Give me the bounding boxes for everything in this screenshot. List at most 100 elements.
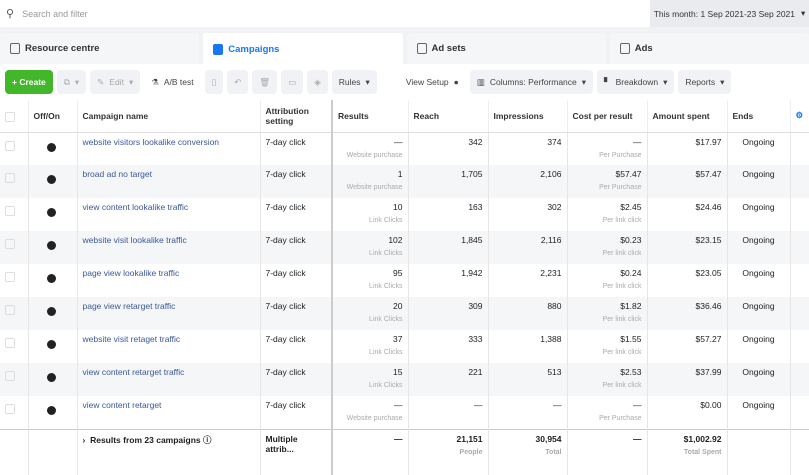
tab-campaigns[interactable]: Campaigns <box>203 33 403 66</box>
info-icon[interactable]: ⓘ <box>203 434 212 445</box>
results-type: Website purchase <box>346 415 403 422</box>
rules-button[interactable]: Rules ▾ <box>331 70 377 94</box>
table-row[interactable]: website visit retaget traffic 7-day clic… <box>0 330 809 363</box>
select-all-checkbox[interactable] <box>0 100 29 133</box>
results-type: Link Clicks <box>369 283 403 290</box>
column-settings-icon[interactable]: ⚙ <box>790 100 809 133</box>
on-off-toggle[interactable] <box>28 198 78 231</box>
breakdown-button[interactable]: ▘ Breakdown ▾ <box>597 70 675 94</box>
col-results[interactable]: Results <box>332 100 409 133</box>
table-row[interactable]: view content retarget traffic 7-day clic… <box>0 363 809 396</box>
ends-cell: Ongoing <box>727 264 791 297</box>
col-attribution[interactable]: Attribution setting <box>260 100 333 133</box>
duplicate-button[interactable]: ⧉ ▾ <box>56 70 87 94</box>
tag-icon: ◈ <box>314 76 321 87</box>
undo-button[interactable]: ↶ <box>227 70 249 94</box>
on-off-toggle[interactable] <box>28 396 78 429</box>
clipboard-icon <box>10 43 20 54</box>
tag-button[interactable]: ◈ <box>307 70 328 94</box>
row-checkbox[interactable] <box>0 396 29 429</box>
campaign-name-link[interactable]: broad ad no target <box>82 169 152 179</box>
edit-button[interactable]: ✎ Edit ▾ <box>90 70 141 94</box>
on-off-toggle[interactable] <box>28 363 78 396</box>
row-checkbox[interactable] <box>0 330 29 363</box>
search-input[interactable]: Search and filter <box>22 8 88 19</box>
reports-label: Reports <box>685 77 716 87</box>
row-checkbox[interactable] <box>0 165 29 198</box>
ab-test-button[interactable]: ⚗ A/B test <box>144 70 201 94</box>
create-button[interactable]: + Create <box>5 70 53 94</box>
view-setup-toggle[interactable]: View Setup ● <box>398 70 466 94</box>
campaign-name-link[interactable]: website visitors lookalike conversion <box>82 136 220 147</box>
on-off-toggle[interactable] <box>28 330 78 363</box>
reach-cell: — <box>408 396 489 429</box>
columns-label: Columns: Performance <box>489 77 577 87</box>
cost-per-result-type: Per link click <box>602 316 642 323</box>
expand-chevron-icon[interactable]: › <box>82 434 86 445</box>
reach-cell: 1,942 <box>408 264 489 297</box>
cost-per-result-type: Per link click <box>602 382 642 389</box>
table-row[interactable]: page view lookalike traffic 7-day click … <box>0 264 809 297</box>
results-type: Link Clicks <box>369 316 403 323</box>
table-row[interactable]: view content retarget 7-day click — Websi… <box>0 396 809 429</box>
campaign-name-link[interactable]: view content lookalike traffic <box>82 202 189 212</box>
table-row[interactable]: page view retarget traffic 7-day click 2… <box>0 297 809 330</box>
preview-button[interactable]: ▭ <box>281 70 304 94</box>
on-off-toggle[interactable] <box>28 264 78 297</box>
columns-button[interactable]: ▥ Columns: Performance ▾ <box>469 70 594 94</box>
summary-impressions: 30,954 <box>535 433 562 444</box>
table-row[interactable]: website visitors lookalike conversion 7-… <box>0 132 809 165</box>
delete-button[interactable]: 🗑 <box>252 70 278 94</box>
col-campaign-name[interactable]: Campaign name <box>77 100 261 133</box>
cost-per-result-value: $57.47 <box>615 169 642 179</box>
row-checkbox[interactable] <box>0 363 29 396</box>
search-bar[interactable]: ⚲ Search and filter <box>0 0 650 27</box>
campaign-name-link[interactable]: view content retarget <box>82 400 162 410</box>
on-off-toggle[interactable] <box>28 165 78 198</box>
search-icon: ⚲ <box>6 8 15 20</box>
campaign-name-link[interactable]: view content retarget traffic <box>82 367 185 377</box>
campaign-name-link[interactable]: page view lookalike traffic <box>82 268 180 278</box>
col-cost-per-result[interactable]: Cost per result <box>567 100 648 133</box>
col-off-on[interactable]: Off/On <box>28 100 78 133</box>
col-ends[interactable]: Ends <box>727 100 791 133</box>
results-value: — <box>394 400 403 410</box>
on-off-toggle[interactable] <box>28 132 78 165</box>
campaign-name-link[interactable]: website visit lookalike traffic <box>82 235 187 245</box>
table-row[interactable]: view content lookalike traffic 7-day cli… <box>0 198 809 231</box>
row-checkbox[interactable] <box>0 297 29 330</box>
col-impressions[interactable]: Impressions <box>488 100 568 133</box>
chevron-down-icon: ▾ <box>801 8 806 18</box>
date-range-picker[interactable]: This month: 1 Sep 2021-23 Sep 2021 ▾ <box>650 0 809 27</box>
amount-spent-cell: $0.00 <box>647 396 728 429</box>
amount-spent-cell: $37.99 <box>647 363 728 396</box>
impressions-cell: 374 <box>488 132 568 165</box>
campaign-name-link[interactable]: page view retarget traffic <box>82 301 176 311</box>
col-reach[interactable]: Reach <box>408 100 489 133</box>
reports-button[interactable]: Reports ▾ <box>678 70 732 94</box>
amount-spent-cell: $57.27 <box>647 330 728 363</box>
row-checkbox[interactable] <box>0 132 29 165</box>
on-off-toggle[interactable] <box>28 297 78 330</box>
cost-per-result-value: $0.24 <box>620 268 642 278</box>
ends-cell: Ongoing <box>727 330 791 363</box>
tab-resource-centre[interactable]: Resource centre <box>0 33 200 64</box>
on-off-toggle[interactable] <box>28 231 78 264</box>
toggle-dot-icon: ● <box>453 77 459 87</box>
attribution-cell: 7-day click <box>260 363 333 396</box>
archive-button[interactable]: ▯ <box>204 70 224 94</box>
tab-ad-sets[interactable]: Ad sets <box>406 33 606 64</box>
table-row[interactable]: broad ad no target 7-day click 1 Website … <box>0 165 809 198</box>
col-amount-spent[interactable]: Amount spent <box>647 100 728 133</box>
row-checkbox[interactable] <box>0 198 29 231</box>
trash-icon: 🗑 <box>259 76 271 87</box>
cost-per-result-type: Per link click <box>602 283 642 290</box>
row-checkbox[interactable] <box>0 231 29 264</box>
results-type: Link Clicks <box>369 250 403 257</box>
reach-cell: 221 <box>408 363 489 396</box>
results-value: 1 <box>397 169 403 179</box>
row-checkbox[interactable] <box>0 264 29 297</box>
table-row[interactable]: website visit lookalike traffic 7-day cl… <box>0 231 809 264</box>
tab-ads[interactable]: Ads <box>609 33 809 64</box>
campaign-name-link[interactable]: website visit retaget traffic <box>82 334 181 344</box>
